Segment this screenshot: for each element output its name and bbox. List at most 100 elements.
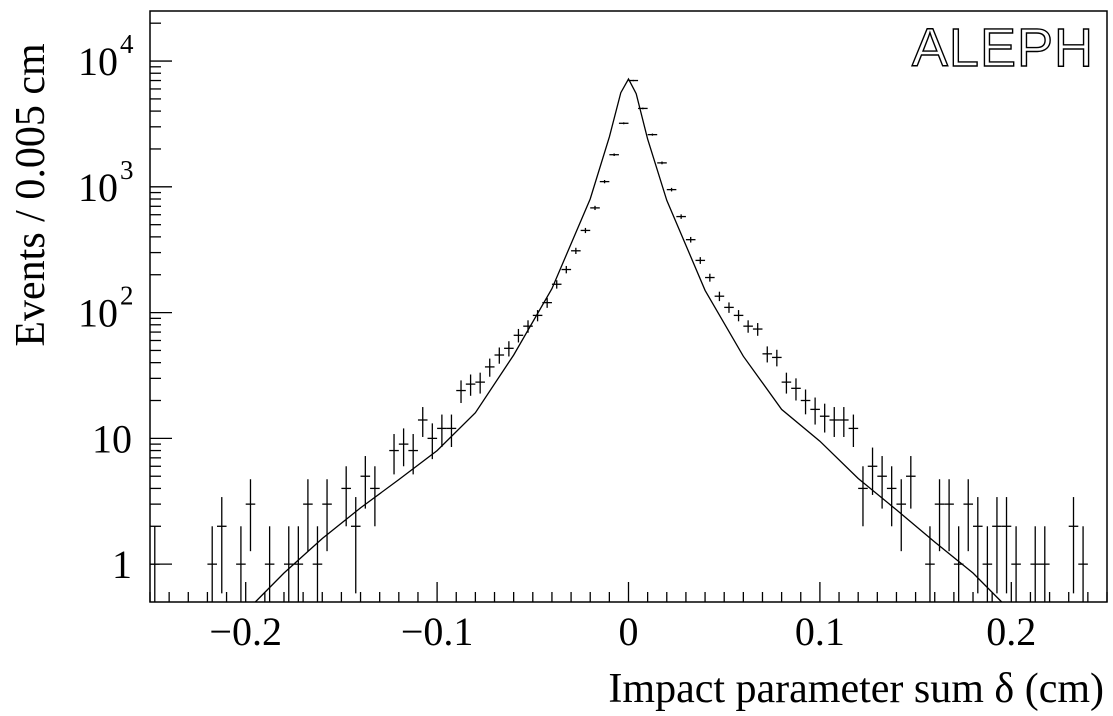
data-point — [695, 257, 706, 264]
aleph-logo: ALEPH — [912, 18, 1094, 78]
fit-curve — [254, 77, 1003, 603]
data-point — [963, 479, 974, 552]
data-point — [762, 346, 773, 363]
data-point — [628, 79, 639, 82]
y-tick-label: 10 — [78, 165, 118, 210]
data-point — [283, 526, 294, 602]
plot-frame — [149, 10, 1108, 603]
data-point — [312, 526, 323, 602]
data-points — [150, 79, 1088, 602]
data-point — [609, 153, 619, 157]
data-point — [858, 466, 868, 527]
data-point — [705, 273, 715, 282]
y-axis-title: Events / 0.005 cm — [8, 43, 54, 347]
data-point — [657, 161, 667, 165]
data-point — [724, 302, 734, 313]
data-point — [800, 389, 811, 415]
data-point — [685, 236, 696, 243]
data-point — [475, 372, 485, 394]
x-axis-title: Impact parameter sum δ (cm) — [608, 666, 1104, 712]
data-point — [829, 407, 840, 437]
data-point — [207, 526, 217, 602]
data-point — [944, 479, 954, 552]
data-point — [398, 428, 409, 467]
data-point — [350, 497, 361, 594]
y-tick-label: 1 — [112, 542, 132, 587]
data-point — [839, 407, 849, 437]
data-point — [341, 466, 351, 527]
y-tick-exponent: 3 — [120, 155, 134, 185]
data-point — [561, 265, 572, 274]
data-point — [599, 179, 610, 184]
y-tick-label: 10 — [78, 291, 118, 336]
data-point — [427, 423, 438, 460]
y-tick-label: 10 — [78, 39, 118, 84]
data-point — [1001, 497, 1012, 594]
y-tick-label: 10 — [92, 416, 132, 461]
data-point — [360, 456, 371, 509]
x-tick-label: −0.2 — [209, 609, 282, 654]
data-point — [934, 479, 945, 552]
data-point — [743, 320, 753, 333]
data-point — [791, 378, 801, 401]
data-point — [446, 414, 457, 448]
data-point — [504, 341, 514, 357]
data-point — [676, 214, 686, 219]
x-tick-label: 0.2 — [986, 609, 1036, 654]
data-point — [370, 466, 380, 527]
data-point — [982, 526, 993, 602]
data-point — [1030, 526, 1041, 602]
data-point — [245, 479, 256, 552]
data-point — [733, 310, 744, 322]
data-point — [408, 434, 418, 475]
x-tick-label: 0.1 — [795, 609, 845, 654]
data-point — [877, 456, 887, 509]
data-point — [752, 323, 763, 336]
data-point — [992, 497, 1002, 594]
data-point — [494, 347, 505, 364]
data-point — [896, 479, 907, 552]
data-point — [781, 372, 792, 394]
data-point — [618, 122, 629, 125]
data-point — [513, 328, 524, 343]
data-point — [1078, 526, 1088, 602]
data-point — [1068, 497, 1079, 594]
data-point — [580, 227, 591, 234]
data-point — [484, 358, 495, 377]
data-point — [819, 403, 830, 433]
data-point — [571, 247, 581, 254]
y-tick-exponent: 4 — [120, 29, 134, 59]
data-point — [973, 497, 983, 594]
data-point — [150, 526, 160, 602]
data-point — [236, 526, 246, 602]
x-tick-label: −0.1 — [401, 609, 474, 654]
data-point — [906, 456, 916, 509]
data-point — [437, 414, 447, 448]
data-point — [303, 479, 313, 552]
data-point — [647, 133, 658, 136]
x-axis-ticks: −0.2 −0.1 0 0.1 0.2 — [149, 582, 1108, 654]
x-tick-label: 0 — [619, 609, 639, 654]
data-point — [772, 349, 782, 367]
data-point — [456, 380, 466, 404]
data-point — [389, 434, 399, 475]
data-point — [666, 187, 677, 192]
data-point — [322, 479, 332, 552]
data-point — [417, 407, 428, 437]
data-point — [465, 374, 476, 396]
data-point — [886, 466, 897, 527]
data-point — [216, 497, 227, 594]
data-point — [1040, 526, 1050, 602]
data-point — [590, 205, 600, 211]
data-point — [293, 526, 304, 602]
data-point — [925, 526, 935, 602]
data-point — [867, 447, 878, 495]
data-point — [848, 414, 859, 448]
y-tick-exponent: 2 — [120, 281, 134, 311]
data-point — [532, 310, 543, 322]
data-point — [264, 526, 275, 602]
data-point — [1011, 526, 1021, 602]
data-point — [714, 291, 725, 302]
